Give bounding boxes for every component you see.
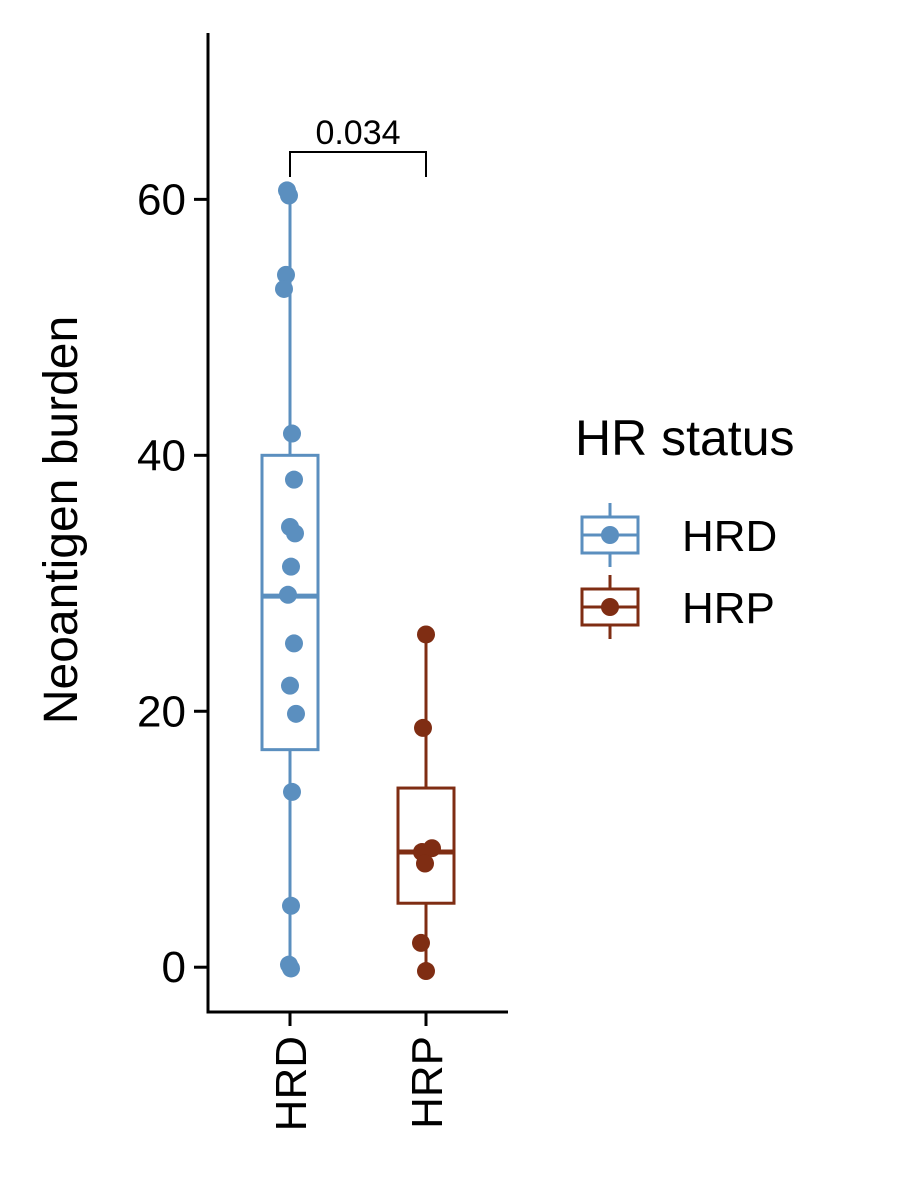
data-point <box>286 524 304 543</box>
legend-key-point <box>601 526 619 544</box>
data-point <box>285 634 303 653</box>
data-point <box>285 470 303 489</box>
p-value-label: 0.034 <box>315 114 400 152</box>
data-point <box>417 625 435 644</box>
box-group-hrp <box>396 625 456 981</box>
data-point <box>414 718 432 737</box>
legend: HR status HRD HRP <box>575 410 795 639</box>
x-tick-label: HRD <box>267 1036 316 1131</box>
data-point <box>277 265 295 284</box>
data-point <box>283 424 301 443</box>
box <box>260 453 320 752</box>
data-point <box>280 186 298 205</box>
plot-area <box>260 181 456 981</box>
data-point <box>417 962 435 981</box>
data-point <box>279 585 297 604</box>
x-axis: HRD HRP <box>206 1010 508 1131</box>
x-tick-label: HRP <box>403 1036 452 1129</box>
y-tick-label: 60 <box>137 175 186 224</box>
legend-key-hrp <box>580 575 640 639</box>
data-point <box>282 896 300 915</box>
box-group-hrd <box>260 181 320 978</box>
data-point <box>282 959 300 978</box>
data-point <box>287 704 305 723</box>
legend-title: HR status <box>575 410 795 466</box>
legend-key-point <box>601 598 619 616</box>
significance-bracket: 0.034 <box>289 114 427 177</box>
data-point <box>283 782 301 801</box>
legend-label-hrd: HRD <box>682 512 777 561</box>
data-point <box>282 557 300 576</box>
bracket-line <box>289 151 427 177</box>
legend-key-hrd <box>580 503 640 567</box>
data-point <box>412 933 430 952</box>
data-point <box>281 676 299 695</box>
y-axis-title: Neoantigen burden <box>35 316 88 724</box>
data-point <box>416 854 434 873</box>
legend-label-hrp: HRP <box>682 584 775 633</box>
y-tick-label: 0 <box>162 943 186 992</box>
box <box>396 786 456 905</box>
y-tick-label: 40 <box>137 431 186 480</box>
y-axis: 0 20 40 60 <box>137 33 210 1012</box>
y-tick-label: 20 <box>137 687 186 736</box>
data-point <box>275 279 293 298</box>
